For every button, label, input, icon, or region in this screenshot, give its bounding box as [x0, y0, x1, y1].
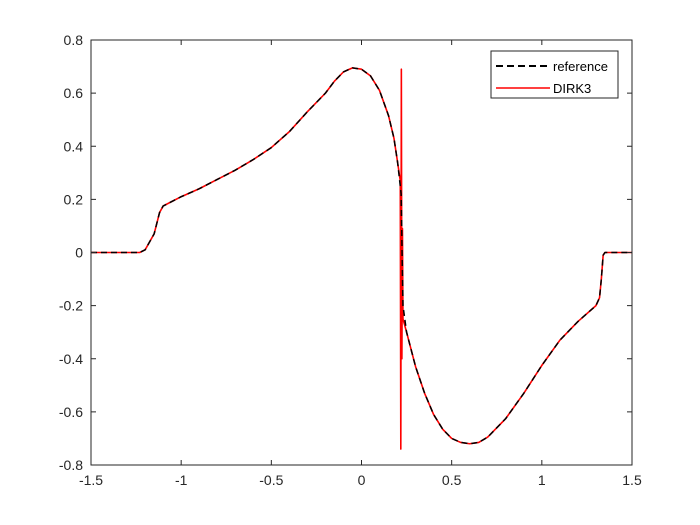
- x-tick-label: -1.5: [79, 472, 103, 488]
- series-line-reference: [91, 67, 632, 445]
- y-tick-label: -0.8: [59, 457, 83, 473]
- plot-area: [91, 40, 632, 465]
- x-tick-label: 0.5: [442, 472, 462, 488]
- x-tick-label: -1: [175, 472, 188, 488]
- x-tick-label: -0.5: [259, 472, 283, 488]
- y-tick-label: 0.8: [64, 32, 84, 48]
- y-tick-label: -0.2: [59, 298, 83, 314]
- x-axis: -1.5 -1 -0.5 0 0.5 1 1.5: [79, 40, 642, 488]
- x-tick-label: 0: [358, 472, 366, 488]
- series-layer: [91, 67, 632, 450]
- y-axis: -0.8 -0.6 -0.4 -0.2 0 0.2 0.4 0.6 0.8: [59, 32, 632, 473]
- legend-box: [490, 50, 619, 99]
- y-tick-label: 0.4: [64, 138, 84, 154]
- x-tick-label: 1.5: [622, 472, 642, 488]
- legend: reference DIRK3: [490, 50, 619, 99]
- series-line-dirk3: [91, 67, 632, 450]
- y-tick-label: 0.6: [64, 85, 84, 101]
- y-tick-label: -0.4: [59, 351, 83, 367]
- x-tick-label: 1: [538, 472, 546, 488]
- legend-label-dirk3: DIRK3: [553, 81, 591, 96]
- y-tick-label: 0.2: [64, 191, 84, 207]
- y-tick-label: -0.6: [59, 404, 83, 420]
- y-tick-label: 0: [75, 245, 83, 261]
- legend-label-reference: reference: [553, 59, 608, 74]
